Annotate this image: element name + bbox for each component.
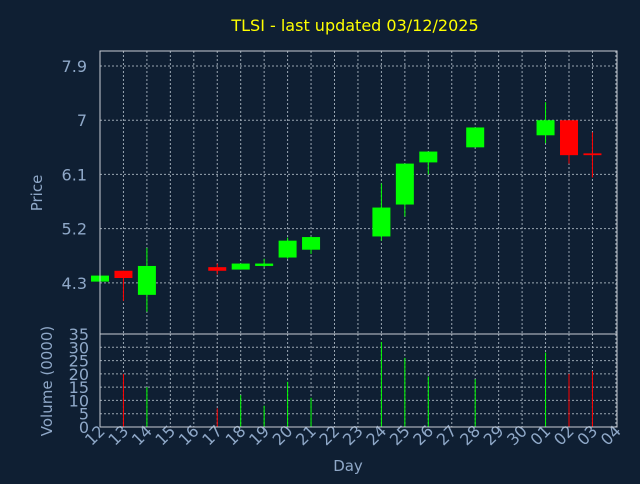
candle xyxy=(583,132,602,178)
chart-title: TLSI - last updated 03/12/2025 xyxy=(230,16,478,35)
candle-body xyxy=(302,237,321,250)
volume-tick-label: 10 xyxy=(69,391,89,410)
volume-tick-label: 30 xyxy=(69,338,89,357)
candle xyxy=(372,183,391,241)
candle-body xyxy=(583,153,602,156)
price-tick-label: 7 xyxy=(77,111,87,130)
candle xyxy=(302,236,321,254)
candle xyxy=(114,270,133,301)
volume-tick-label: 20 xyxy=(69,365,89,384)
volume-tick-label: 15 xyxy=(69,378,89,397)
volume-tick-label: 5 xyxy=(79,405,89,424)
candle-body xyxy=(419,151,438,163)
candle xyxy=(419,151,438,175)
price-tick-label: 7.9 xyxy=(62,57,87,76)
volume-panel-frame xyxy=(99,333,618,428)
candle-body xyxy=(395,163,414,205)
candle xyxy=(208,263,227,275)
volume-grid xyxy=(99,333,617,428)
candle-body xyxy=(137,265,156,295)
candle-body xyxy=(560,120,578,156)
volume-series xyxy=(122,341,593,427)
candle-body xyxy=(208,267,227,271)
candle xyxy=(466,127,485,148)
candle xyxy=(255,258,274,268)
candle xyxy=(395,163,414,217)
candle-body xyxy=(255,263,274,266)
day-tick-labels: 1213141516171819202122232425262728293001… xyxy=(81,421,625,449)
volume-tick-label: 35 xyxy=(69,325,89,344)
price-tick-label: 4.3 xyxy=(62,274,87,293)
x-axis-label: Day xyxy=(333,457,363,475)
volume-tick-label: 25 xyxy=(69,352,89,371)
volume-axis-label: Volume (0000) xyxy=(38,326,56,436)
candle xyxy=(560,120,578,164)
candle xyxy=(231,263,250,270)
price-tick-labels: 7.9 7 6.1 5.2 4.3 xyxy=(62,57,87,293)
candle-body xyxy=(278,240,297,258)
candle xyxy=(536,102,555,144)
candle-body xyxy=(231,263,250,270)
volume-tick-label: 0 xyxy=(79,418,89,437)
price-tick-label: 5.2 xyxy=(62,220,87,239)
price-tick-label: 6.1 xyxy=(62,165,87,184)
candle-body xyxy=(114,270,133,279)
candle xyxy=(278,237,297,259)
day-tick-label: 04 xyxy=(597,421,625,449)
candlestick-series xyxy=(91,102,602,312)
candle-body xyxy=(372,207,391,237)
candle-body xyxy=(536,120,555,136)
price-grid xyxy=(99,51,617,334)
candle xyxy=(137,247,156,312)
price-panel-frame xyxy=(99,50,618,335)
price-axis-label: Price xyxy=(28,175,46,212)
candle-body xyxy=(466,127,485,148)
